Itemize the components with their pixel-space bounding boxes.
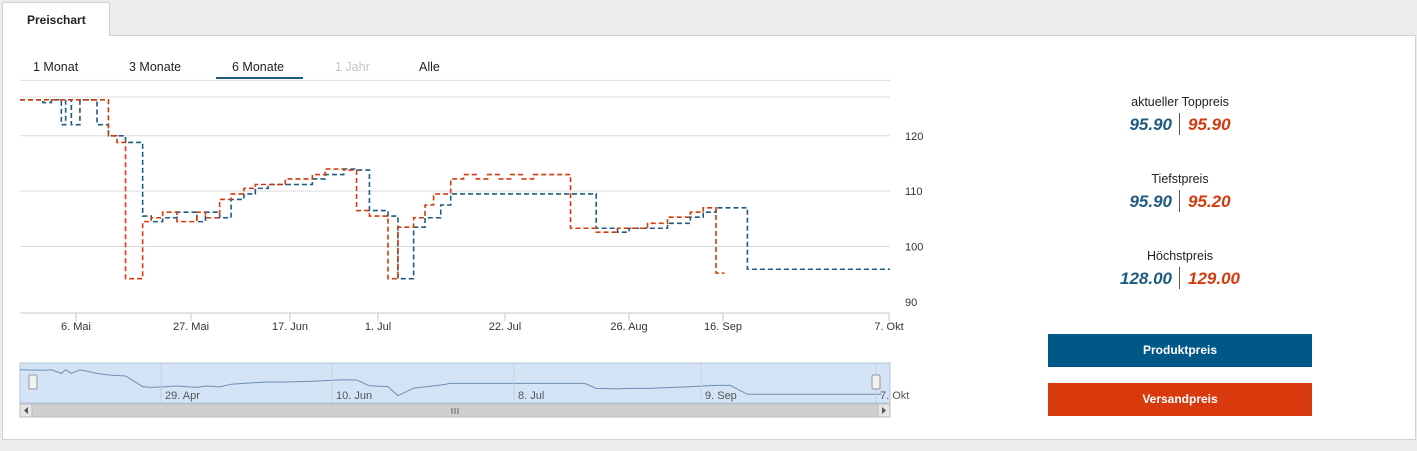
- navigator-series: [19, 369, 882, 397]
- navigator-tick-label: 29. Apr: [165, 390, 200, 402]
- stat-max: Höchstpreis 128.00 129.00: [1048, 249, 1312, 291]
- y-tick-label: 100: [905, 242, 923, 254]
- y-tick-label: 120: [905, 131, 923, 143]
- chevron-right-icon: [882, 407, 886, 414]
- navigator-tick-label: 10. Jun: [336, 390, 372, 402]
- produktpreis-button[interactable]: Produktpreis: [1048, 334, 1312, 367]
- versandpreis-button[interactable]: Versandpreis: [1048, 383, 1312, 416]
- stat-divider: [1179, 190, 1180, 212]
- stat-current: aktueller Toppreis 95.90 95.90: [1048, 95, 1312, 137]
- x-tick-label: 16. Sep: [704, 321, 742, 333]
- navigator-tick-label: 8. Jul: [518, 390, 544, 402]
- range-6-monate[interactable]: 6 Monate: [232, 60, 285, 74]
- navigator-tick-label: 9. Sep: [705, 390, 737, 402]
- range-1-jahr: 1 Jahr: [335, 60, 370, 74]
- y-tick-label: 110: [905, 186, 923, 198]
- x-tick-label: 26. Aug: [610, 321, 647, 333]
- stat-min-label: Tiefstpreis: [1151, 172, 1209, 186]
- navigator-handle-right[interactable]: [871, 374, 881, 390]
- navigator-handle-left[interactable]: [28, 374, 38, 390]
- x-tick-label: 6. Mai: [61, 321, 91, 333]
- scrollbar-grip-icon: [451, 408, 459, 414]
- stat-max-label: Höchstpreis: [1147, 249, 1213, 263]
- x-tick-label: 1. Jul: [365, 321, 391, 333]
- navigator-tick-label: 7. Okt: [880, 390, 909, 402]
- chevron-left-icon: [24, 407, 28, 414]
- series-line-shipping: [20, 98, 725, 280]
- stat-current-product-value: 95.90: [1129, 115, 1172, 134]
- range-3-monate[interactable]: 3 Monate: [129, 60, 182, 74]
- stat-divider: [1179, 113, 1180, 135]
- series-line-product: [20, 98, 890, 280]
- x-tick-label: 7. Okt: [874, 321, 903, 333]
- x-tick-label: 17. Jun: [272, 321, 308, 333]
- stat-min-shipping-value: 95.20: [1188, 192, 1231, 211]
- range-alle[interactable]: Alle: [419, 60, 440, 74]
- x-tick-label: 22. Jul: [489, 321, 521, 333]
- stat-max-product-value: 128.00: [1120, 269, 1172, 288]
- y-tick-label: 90: [905, 297, 917, 309]
- stat-current-label: aktueller Toppreis: [1131, 95, 1229, 109]
- x-tick-label: 27. Mai: [173, 321, 209, 333]
- stat-max-shipping-value: 129.00: [1188, 269, 1240, 288]
- stat-current-shipping-value: 95.90: [1188, 115, 1231, 134]
- stat-divider: [1179, 267, 1180, 289]
- stat-min: Tiefstpreis 95.90 95.20: [1048, 172, 1312, 214]
- tab-preischart[interactable]: Preischart: [2, 2, 110, 36]
- range-active-indicator: [216, 77, 303, 79]
- stat-min-product-value: 95.90: [1129, 192, 1172, 211]
- range-1-monat[interactable]: 1 Monat: [33, 60, 79, 74]
